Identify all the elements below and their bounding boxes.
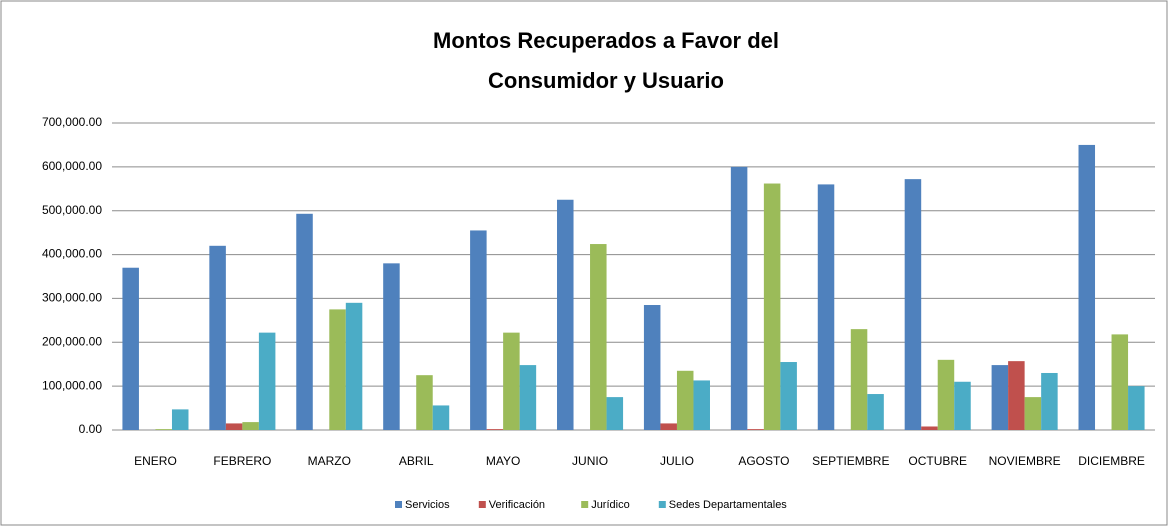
- chart-title: Montos Recuperados a Favor del: [433, 28, 779, 53]
- legend-swatch: [581, 501, 589, 508]
- x-tick-label: JULIO: [660, 454, 694, 468]
- x-tick-label: JUNIO: [572, 454, 608, 468]
- x-tick-label: DICIEMBRE: [1078, 454, 1145, 468]
- bar: [643, 305, 661, 430]
- y-tick-label: 100,000.00: [42, 378, 102, 392]
- bar: [730, 166, 748, 430]
- y-tick-label: 0.00: [79, 422, 103, 436]
- bar: [921, 426, 938, 430]
- bar: [296, 213, 313, 430]
- bar: [747, 429, 764, 430]
- bar: [242, 422, 259, 430]
- bar: [258, 332, 276, 430]
- legend-swatch: [658, 501, 666, 508]
- legend-label: Verificación: [489, 499, 545, 511]
- x-tick-label: AGOSTO: [738, 454, 789, 468]
- x-tick-label: FEBRERO: [213, 454, 271, 468]
- bar: [817, 184, 835, 430]
- bar: [486, 429, 504, 430]
- bar: [1024, 397, 1042, 430]
- bar: [1008, 361, 1025, 430]
- bar: [676, 370, 694, 430]
- bar: [345, 302, 363, 430]
- y-tick-label: 300,000.00: [42, 291, 102, 305]
- bar: [155, 429, 172, 430]
- x-tick-label: ABRIL: [399, 454, 434, 468]
- bar: [606, 397, 624, 430]
- bar: [1128, 386, 1145, 430]
- bar: [171, 409, 189, 430]
- y-tick-label: 200,000.00: [42, 334, 102, 348]
- bar: [329, 309, 346, 430]
- bar: [763, 183, 781, 430]
- bar: [1041, 372, 1058, 430]
- legend-swatch: [395, 501, 402, 508]
- legend-label: Sedes Departamentales: [669, 499, 788, 511]
- bar: [503, 332, 520, 430]
- bar: [780, 362, 797, 430]
- bar: [867, 394, 884, 430]
- legend-label: Jurídico: [591, 499, 630, 511]
- bar: [590, 244, 607, 430]
- bar: [1111, 334, 1129, 430]
- bar: [1078, 144, 1096, 430]
- bar: [225, 423, 243, 430]
- chart-title: Consumidor y Usuario: [488, 68, 724, 93]
- x-tick-label: ENERO: [134, 454, 177, 468]
- bar: [470, 230, 487, 430]
- bar: [416, 375, 433, 430]
- x-tick-label: OCTUBRE: [908, 454, 967, 468]
- legend-label: Servicios: [405, 499, 450, 511]
- bar: [660, 423, 677, 430]
- bar: [209, 245, 226, 430]
- y-tick-label: 500,000.00: [42, 203, 102, 217]
- bar: [383, 263, 400, 430]
- bar: [850, 329, 868, 430]
- bar: [557, 199, 574, 430]
- x-tick-label: MAYO: [486, 454, 520, 468]
- bar: [519, 365, 537, 430]
- bar: [991, 365, 1009, 430]
- y-tick-label: 400,000.00: [42, 247, 102, 261]
- y-tick-label: 600,000.00: [42, 159, 102, 173]
- bar: [954, 381, 971, 430]
- bar: [432, 405, 450, 430]
- bar: [904, 179, 922, 430]
- x-tick-label: MARZO: [308, 454, 351, 468]
- bar: [937, 359, 955, 430]
- bar: [693, 380, 710, 430]
- x-tick-label: NOVIEMBRE: [989, 454, 1061, 468]
- y-tick-label: 700,000.00: [42, 115, 102, 129]
- bar: [122, 267, 139, 430]
- x-tick-label: SEPTIEMBRE: [812, 454, 889, 468]
- legend-swatch: [478, 501, 486, 508]
